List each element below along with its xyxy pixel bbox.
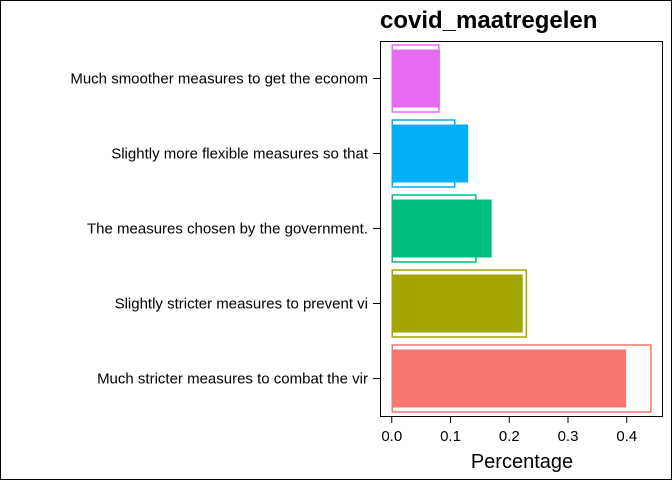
bar-fill <box>391 274 523 333</box>
y-tick-label: Much smoother measures to get the econom <box>70 71 368 88</box>
bar-fill <box>391 124 469 183</box>
x-tick-label: 0.2 <box>499 428 520 445</box>
bar-fill <box>391 349 627 408</box>
bar-outline <box>391 119 456 188</box>
x-tick-label: 0.0 <box>381 428 402 445</box>
bar-outline <box>391 344 652 413</box>
y-tick-label: Slightly more flexible measures so that <box>111 146 369 163</box>
bar-outline <box>391 269 528 338</box>
x-tick-label: 0.4 <box>616 428 637 445</box>
x-axis: 0.0 0.1 0.2 0.3 0.4 <box>381 416 637 445</box>
chart-title: covid_maatregelen <box>380 7 597 34</box>
x-tick-label: 0.1 <box>440 428 461 445</box>
y-tick-label: Much stricter measures to combat the vir <box>97 371 368 388</box>
bar-fill <box>391 199 492 258</box>
bar-outline <box>391 194 477 263</box>
x-tick-label: 0.3 <box>558 428 579 445</box>
bars-outline-group <box>391 44 652 413</box>
bar-fill <box>391 49 440 108</box>
plot-panel <box>380 41 663 417</box>
y-axis: Much smoother measures to get the econom… <box>70 71 380 388</box>
y-tick-label: Slightly stricter measures to prevent vi <box>115 296 368 313</box>
x-axis-title: Percentage <box>471 451 573 473</box>
y-tick-label: The measures chosen by the government. <box>87 221 368 238</box>
bar-outline <box>391 44 440 113</box>
